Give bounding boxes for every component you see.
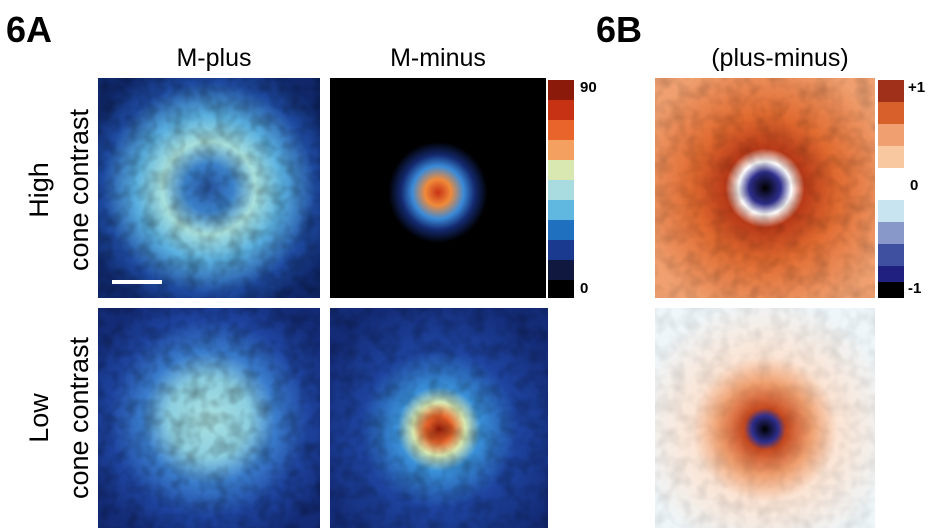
- column-title: M-minus: [390, 44, 486, 72]
- colorbar-segment: [878, 124, 904, 146]
- texture: [98, 78, 320, 298]
- colorbar-label: +1: [908, 79, 925, 96]
- colorbar-segment: [878, 200, 904, 222]
- colorbar-segment: [548, 80, 574, 100]
- column-title: M-plus: [176, 44, 251, 72]
- colorbar: 90 0: [548, 79, 597, 298]
- colorbar-segment: [548, 240, 574, 260]
- texture: [98, 308, 320, 528]
- colorbar-segment: [548, 140, 574, 160]
- colorbar-segment: [548, 280, 574, 298]
- colorbar-segment: [878, 244, 904, 266]
- row-subtitle: cone contrast: [64, 336, 94, 499]
- colorbar-segment: [878, 282, 904, 298]
- panel-label: 6A: [6, 9, 52, 50]
- colorbar-segment: [548, 160, 574, 180]
- colorbar-segment: [878, 80, 904, 102]
- colorbar-segment: [548, 180, 574, 200]
- colorbar-label: 0: [910, 177, 918, 194]
- texture: [655, 308, 875, 528]
- images: [98, 78, 875, 528]
- row-subtitle: cone contrast: [64, 108, 94, 271]
- colorbar-segment: [878, 102, 904, 124]
- colorbar-segment: [878, 168, 904, 200]
- colorbar-label: 90: [580, 79, 597, 96]
- colorbar-segment: [878, 266, 904, 282]
- colorbar-segment: [548, 120, 574, 140]
- colorbar-segment: [878, 222, 904, 244]
- colorbar-segment: [548, 260, 574, 280]
- column-title: (plus-minus): [711, 44, 849, 72]
- colorbar-segment: [548, 100, 574, 120]
- texture: [330, 308, 548, 528]
- row-title: High: [24, 162, 54, 218]
- colorbar: +1 0 -1: [878, 79, 925, 298]
- panel-label: 6B: [596, 9, 642, 50]
- heatmap-image: [330, 78, 546, 298]
- row-title: Low: [24, 393, 54, 443]
- colorbar-segment: [878, 146, 904, 168]
- colorbar-label: -1: [908, 280, 921, 297]
- texture: [655, 78, 875, 298]
- colorbar-segment: [548, 220, 574, 240]
- colorbar-segment: [548, 200, 574, 220]
- colorbar-label: 0: [580, 280, 588, 297]
